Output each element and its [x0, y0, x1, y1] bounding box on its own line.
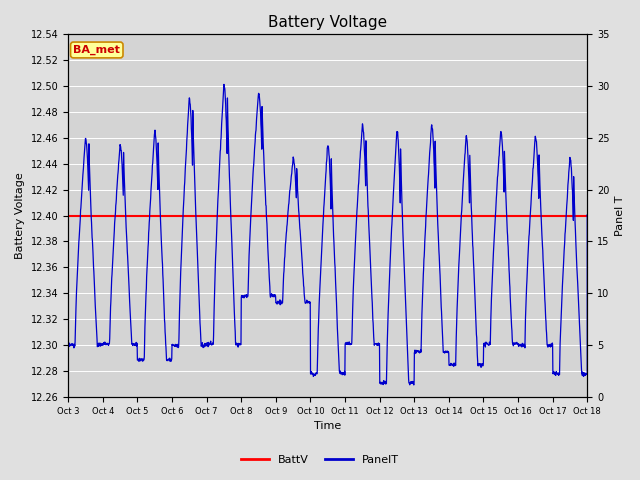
Text: BA_met: BA_met: [74, 45, 120, 55]
X-axis label: Time: Time: [314, 421, 341, 432]
Y-axis label: Battery Voltage: Battery Voltage: [15, 172, 25, 259]
Legend: BattV, PanelT: BattV, PanelT: [237, 451, 403, 469]
Title: Battery Voltage: Battery Voltage: [268, 15, 387, 30]
Y-axis label: Panel T: Panel T: [615, 195, 625, 236]
